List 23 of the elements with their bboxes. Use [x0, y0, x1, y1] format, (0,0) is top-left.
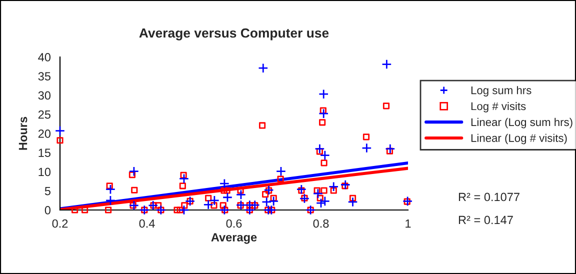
x-axis-title: Average: [211, 233, 257, 244]
x-tick-label: 0.8: [313, 219, 329, 228]
text: R² = 0.147: [458, 216, 513, 224]
x-tick-label: 1: [406, 219, 411, 228]
y-axis-title: Hours: [18, 116, 28, 150]
legend-label: Log # visits: [471, 102, 526, 112]
x-tick-label: 0.2: [52, 219, 68, 228]
y-tick-label: 0: [44, 206, 51, 214]
legend-label: Linear (Log sum hrs): [471, 118, 572, 128]
chart-title: Average versus Computer use: [139, 28, 329, 40]
y-tick-label: 20: [38, 130, 51, 138]
text: R² = 0.1077: [458, 192, 520, 202]
y-tick-label: 15: [38, 148, 50, 158]
x-tick-label: 0.4: [139, 219, 155, 228]
x-tick-label: 0.6: [226, 219, 242, 228]
legend-label: Linear (Log # visits): [471, 134, 567, 144]
y-tick-label: 30: [38, 91, 51, 100]
y-tick-label: 35: [38, 72, 50, 81]
legend-label: Log sum hrs: [471, 86, 532, 96]
y-tick-label: 5: [44, 187, 50, 196]
y-tick-label: 25: [38, 110, 50, 119]
y-tick-label: 40: [38, 53, 51, 62]
y-tick-label: 10: [38, 168, 51, 176]
